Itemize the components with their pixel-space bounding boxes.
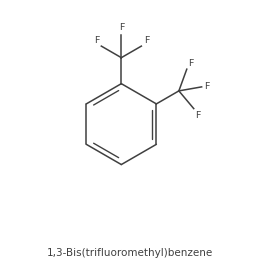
- Text: F: F: [119, 23, 124, 32]
- Text: F: F: [94, 36, 99, 45]
- Text: F: F: [204, 82, 209, 91]
- Text: F: F: [195, 111, 200, 120]
- Text: F: F: [144, 36, 149, 45]
- Text: F: F: [188, 59, 194, 68]
- Text: 1,3-Bis(trifluoromethyl)benzene: 1,3-Bis(trifluoromethyl)benzene: [47, 248, 213, 258]
